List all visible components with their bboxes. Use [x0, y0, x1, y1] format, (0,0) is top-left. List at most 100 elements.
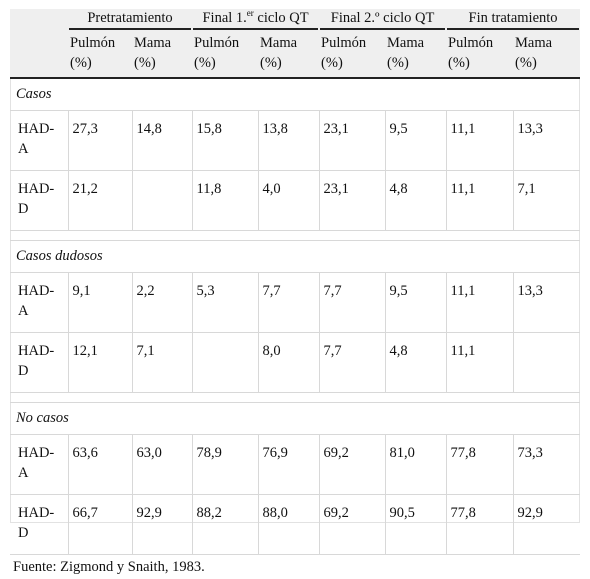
- subheader-unit: (%): [387, 53, 446, 73]
- subheader-label: Pulmón: [70, 33, 132, 53]
- section-title: Casos dudosos: [10, 241, 580, 273]
- row-label-line: A: [18, 463, 68, 483]
- subheader-cell: Pulmón(%): [446, 30, 513, 78]
- value-cell: 2,2: [132, 273, 192, 333]
- subheader-cell: Mama(%): [513, 30, 580, 78]
- value-cell: 13,3: [513, 273, 580, 333]
- value-cell: 77,8: [446, 435, 513, 495]
- row-label-line: D: [18, 199, 68, 219]
- spacer-cell: [10, 231, 580, 241]
- section-title: No casos: [10, 403, 580, 435]
- value-cell: 13,3: [513, 111, 580, 171]
- section-row: No casos: [10, 403, 580, 435]
- value-cell: 13,8: [258, 111, 319, 171]
- value-cell: 11,1: [446, 111, 513, 171]
- value-cell: 11,8: [192, 171, 258, 231]
- row-label-line: HAD-: [18, 281, 68, 301]
- row-label: HAD-A: [10, 111, 68, 171]
- value-cell: 77,8: [446, 495, 513, 555]
- value-cell: 9,5: [385, 111, 446, 171]
- subheader-cell: Mama(%): [132, 30, 192, 78]
- subheader-label: Pulmón: [321, 33, 385, 53]
- value-cell: 14,8: [132, 111, 192, 171]
- value-cell: [192, 333, 258, 393]
- group-header-row: Pretratamiento Final 1.er ciclo QT Final…: [10, 9, 580, 30]
- row-label-line: A: [18, 301, 68, 321]
- table-container: Pretratamiento Final 1.er ciclo QT Final…: [10, 9, 580, 579]
- subheader-unit: (%): [70, 53, 132, 73]
- value-cell: 69,2: [319, 495, 385, 555]
- value-cell: 5,3: [192, 273, 258, 333]
- row-label: HAD-D: [10, 333, 68, 393]
- subheader-unit: (%): [321, 53, 385, 73]
- subheader-label: Mama: [515, 33, 580, 53]
- value-cell: 8,0: [258, 333, 319, 393]
- data-table: Pretratamiento Final 1.er ciclo QT Final…: [10, 9, 580, 579]
- row-label-line: D: [18, 523, 68, 543]
- group-header: Final 1.er ciclo QT: [192, 9, 319, 30]
- row-label-line: HAD-: [18, 503, 68, 523]
- subheader-label: Pulmón: [448, 33, 513, 53]
- spacer-cell: [10, 393, 580, 403]
- row-label-line: HAD-: [18, 443, 68, 463]
- subheader-cell: Pulmón(%): [68, 30, 132, 78]
- subheader-cell: Pulmón(%): [319, 30, 385, 78]
- subheader-cell: Mama(%): [258, 30, 319, 78]
- row-label: HAD-A: [10, 273, 68, 333]
- row-label-line: D: [18, 361, 68, 381]
- subheader-unit: (%): [134, 53, 192, 73]
- group-header: Final 2.º ciclo QT: [319, 9, 446, 30]
- value-cell: 92,9: [132, 495, 192, 555]
- value-cell: 21,2: [68, 171, 132, 231]
- subheader-label: Mama: [260, 33, 319, 53]
- subheader-unit: (%): [448, 53, 513, 73]
- value-cell: 76,9: [258, 435, 319, 495]
- value-cell: 7,7: [319, 333, 385, 393]
- footer-row: Fuente: Zigmond y Snaith, 1983.: [10, 555, 580, 579]
- row-label: HAD-D: [10, 495, 68, 555]
- value-cell: 92,9: [513, 495, 580, 555]
- section-row: Casos: [10, 78, 580, 111]
- value-cell: 63,6: [68, 435, 132, 495]
- value-cell: 23,1: [319, 111, 385, 171]
- row-label-line: HAD-: [18, 119, 68, 139]
- spacer-row: [10, 231, 580, 241]
- group-header: Pretratamiento: [68, 9, 192, 30]
- value-cell: 4,0: [258, 171, 319, 231]
- group-header: Fin tratamiento: [446, 9, 580, 30]
- value-cell: 73,3: [513, 435, 580, 495]
- value-cell: 9,1: [68, 273, 132, 333]
- value-cell: 88,0: [258, 495, 319, 555]
- value-cell: 7,1: [132, 333, 192, 393]
- subheader-label: Pulmón: [194, 33, 258, 53]
- value-cell: 78,9: [192, 435, 258, 495]
- value-cell: 88,2: [192, 495, 258, 555]
- row-label-line: HAD-: [18, 179, 68, 199]
- corner-cell: [10, 30, 68, 78]
- value-cell: 90,5: [385, 495, 446, 555]
- section-title: Casos: [10, 78, 580, 111]
- subheader-cell: Mama(%): [385, 30, 446, 78]
- value-cell: 7,1: [513, 171, 580, 231]
- value-cell: 23,1: [319, 171, 385, 231]
- subheader-label: Mama: [387, 33, 446, 53]
- value-cell: [513, 333, 580, 393]
- subheader-cell: Pulmón(%): [192, 30, 258, 78]
- value-cell: 11,1: [446, 273, 513, 333]
- subheader-unit: (%): [260, 53, 319, 73]
- value-cell: 12,1: [68, 333, 132, 393]
- value-cell: 27,3: [68, 111, 132, 171]
- value-cell: 7,7: [319, 273, 385, 333]
- row-label: HAD-D: [10, 171, 68, 231]
- value-cell: 4,8: [385, 171, 446, 231]
- value-cell: 66,7: [68, 495, 132, 555]
- spacer-row: [10, 393, 580, 403]
- value-cell: 9,5: [385, 273, 446, 333]
- section-row: Casos dudosos: [10, 241, 580, 273]
- row-label-line: A: [18, 139, 68, 159]
- value-cell: 63,0: [132, 435, 192, 495]
- row-label: HAD-A: [10, 435, 68, 495]
